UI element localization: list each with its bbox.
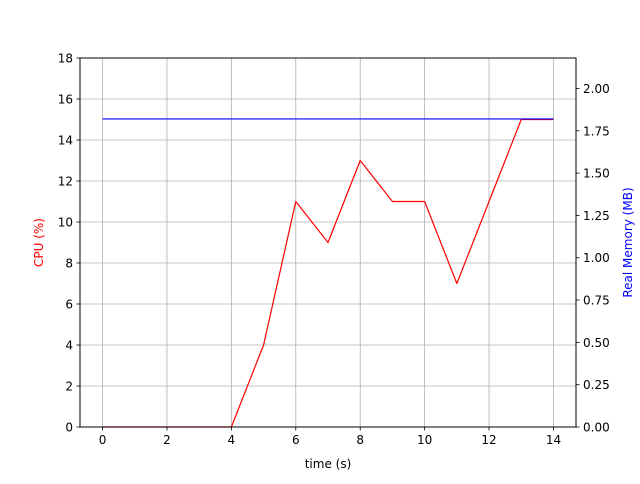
y-right-axis-label: Real Memory (MB) <box>621 187 635 297</box>
x-tick-label: 4 <box>228 433 236 447</box>
y-right-tick-label: 0.75 <box>583 294 610 308</box>
y-left-tick-label: 6 <box>65 298 73 312</box>
y-left-axis-label: CPU (%) <box>32 218 46 267</box>
x-axis-label: time (s) <box>305 457 352 471</box>
x-tick-label: 10 <box>417 433 432 447</box>
y-left-tick-label: 4 <box>65 339 73 353</box>
plot-frame <box>79 57 577 428</box>
y-right-tick-label: 0.50 <box>583 336 610 350</box>
x-axis: 0 2 4 6 8 10 12 14 <box>99 427 561 447</box>
y-left-tick-label: 0 <box>65 421 73 435</box>
y-right-tick-label: 1.25 <box>583 209 610 223</box>
x-tick-label: 8 <box>356 433 364 447</box>
y-left-tick-label: 18 <box>58 52 73 66</box>
y-right-tick-label: 1.00 <box>583 251 610 265</box>
y-right-tick-label: 1.75 <box>583 124 610 138</box>
y-left-tick-label: 8 <box>65 257 73 271</box>
y-left-tick-label: 10 <box>58 216 73 230</box>
y-left-tick-label: 12 <box>58 175 73 189</box>
x-tick-label: 14 <box>546 433 561 447</box>
y-left-tick-label: 16 <box>58 93 73 107</box>
y-right-tick-label: 0.25 <box>583 378 610 392</box>
y-right-tick-label: 2.00 <box>583 82 610 96</box>
x-tick-label: 12 <box>481 433 496 447</box>
y-right-tick-label: 0.00 <box>583 421 610 435</box>
x-tick-label: 2 <box>163 433 171 447</box>
x-tick-label: 0 <box>99 433 107 447</box>
y-right-axis: 0.00 0.25 0.50 0.75 1.00 1.25 1.50 1.75 2.00 <box>576 82 610 435</box>
y-left-tick-label: 2 <box>65 380 73 394</box>
y-right-tick-label: 1.50 <box>583 167 610 181</box>
y-left-axis: 0 2 4 6 8 10 12 14 16 18 <box>58 52 80 435</box>
x-tick-label: 6 <box>292 433 300 447</box>
y-left-tick-label: 14 <box>58 134 73 148</box>
